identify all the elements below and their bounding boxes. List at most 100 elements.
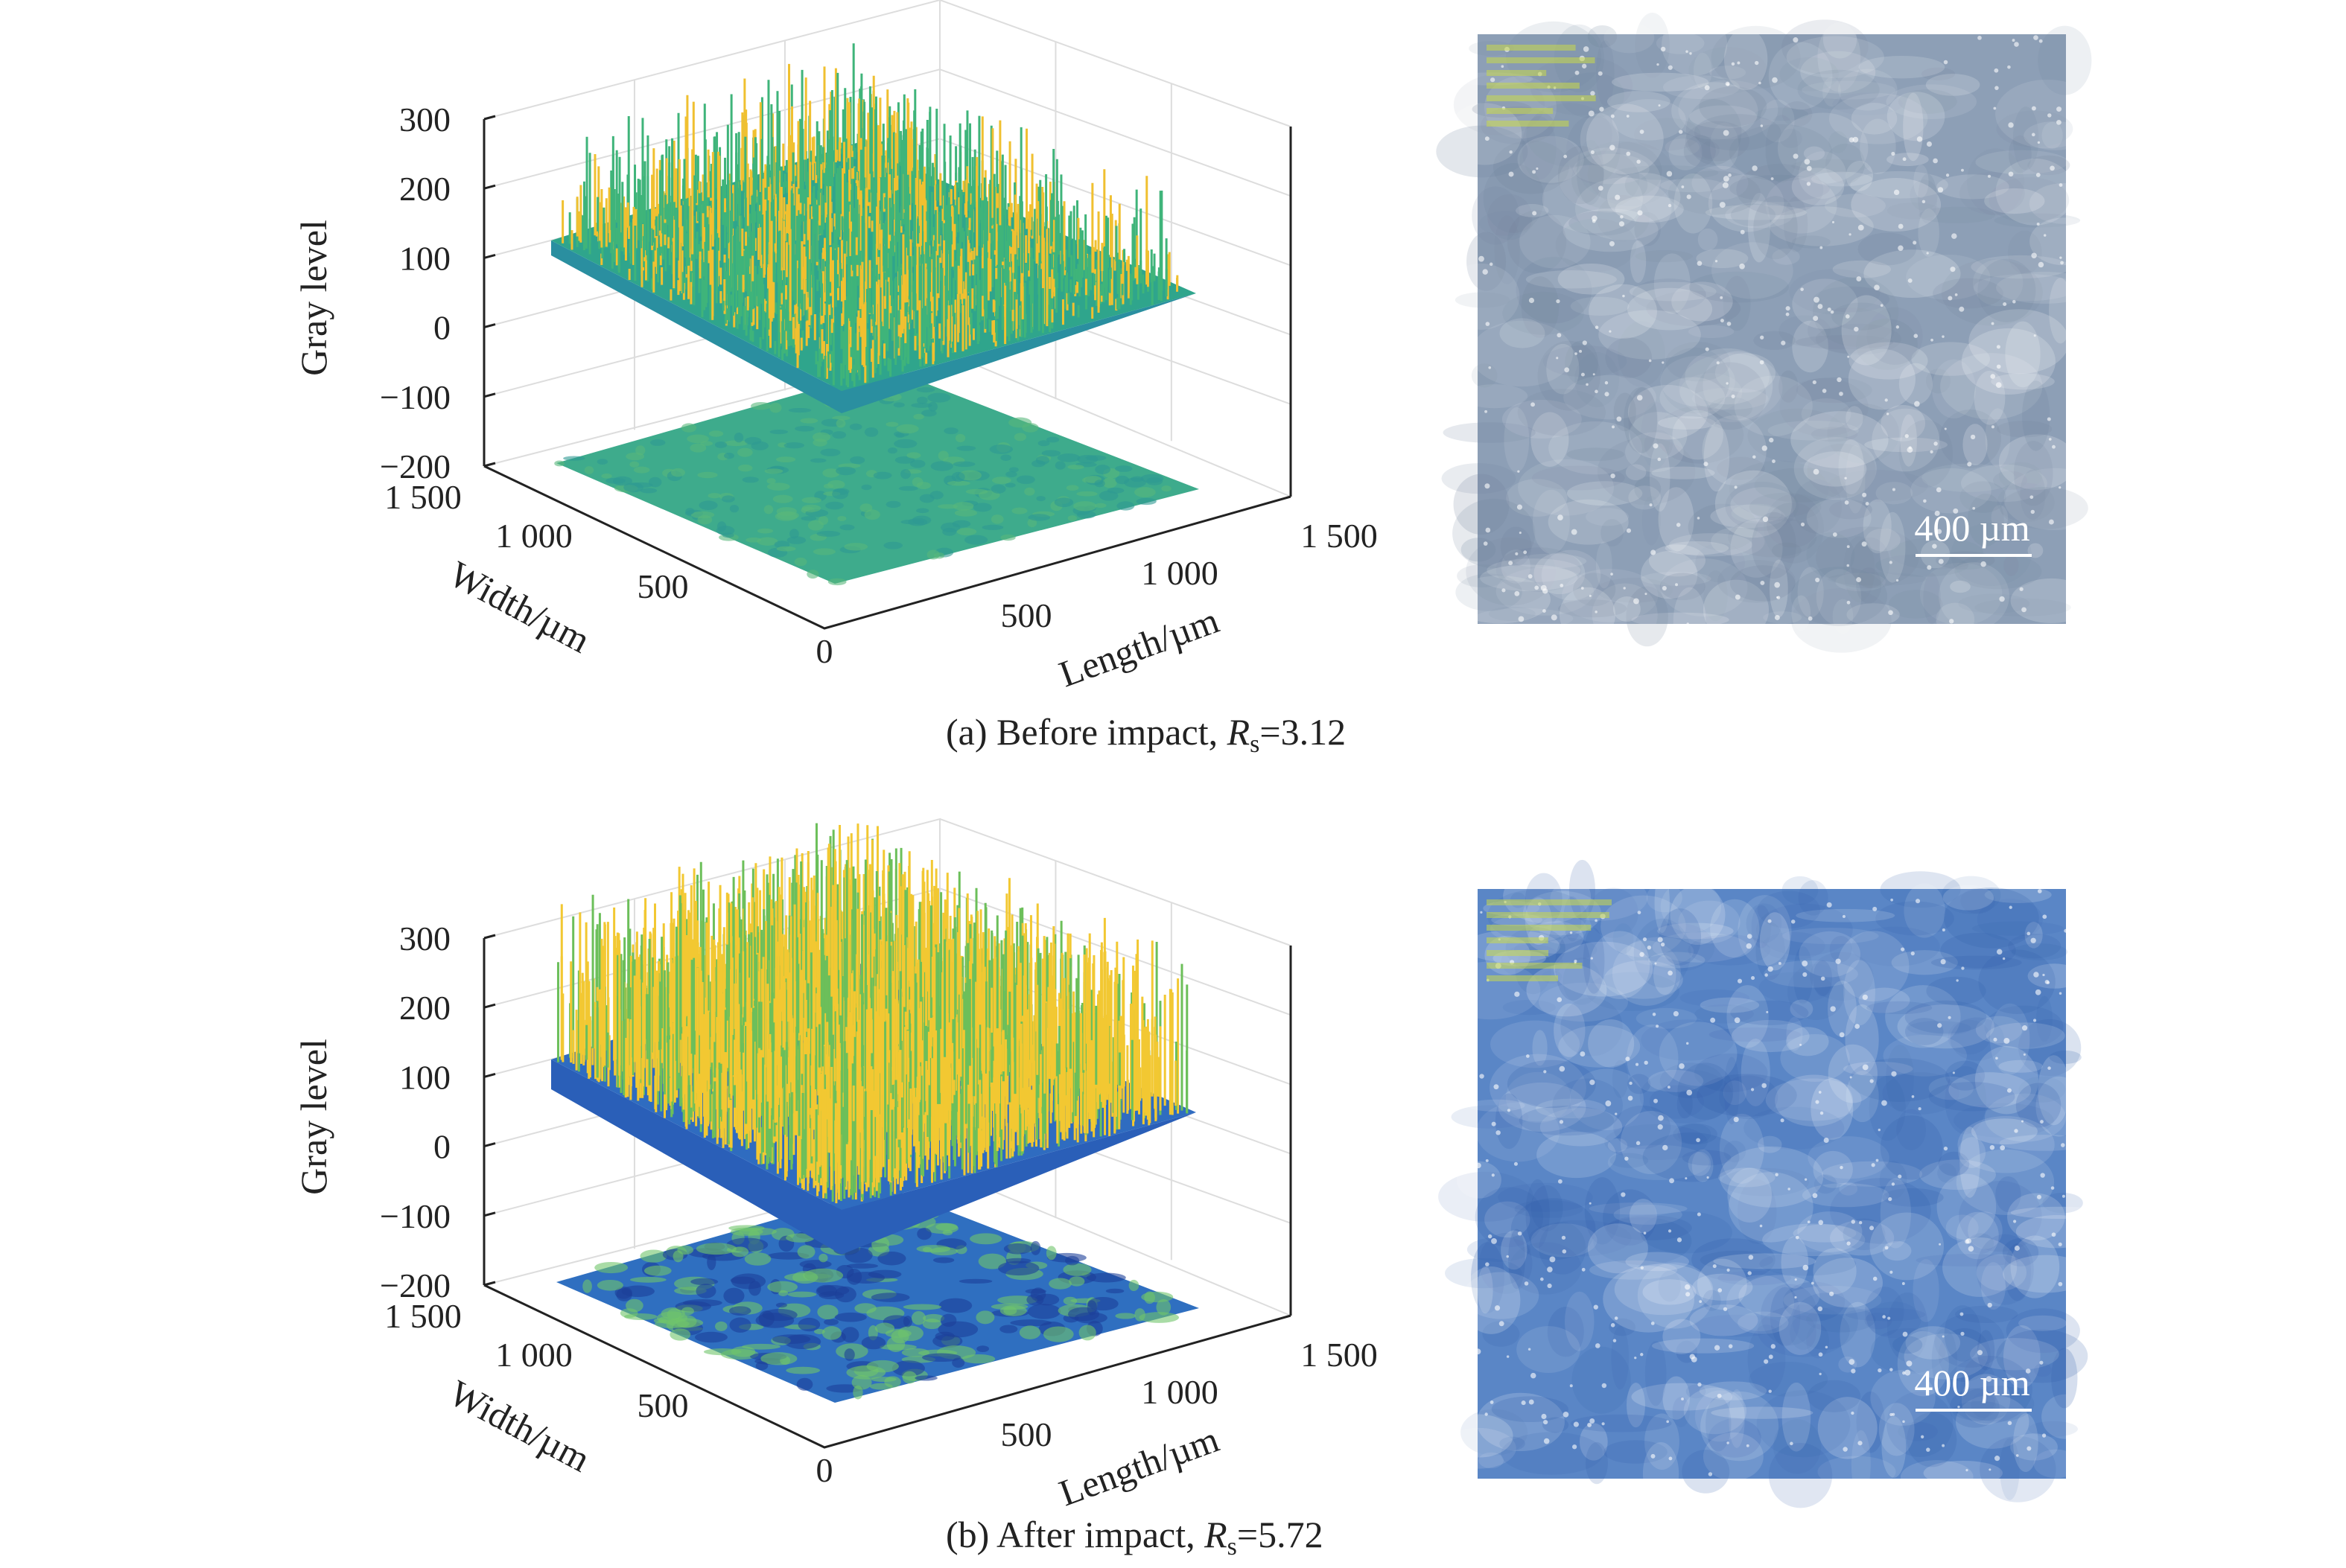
floor-patch [667, 1308, 681, 1321]
micrograph-texture [1790, 411, 1889, 469]
floor-patch [1076, 491, 1098, 497]
width-tick-label: 1 000 [495, 1336, 573, 1374]
micrograph-speck [1991, 322, 1994, 325]
floor-patch [685, 508, 695, 515]
micrograph-texture [1697, 228, 1718, 251]
micrograph-texture [1800, 51, 1876, 94]
gridline [483, 68, 941, 190]
micrograph-texture [1625, 464, 1647, 481]
micrograph-speck [1769, 437, 1774, 443]
micrograph-texture [1832, 599, 1854, 634]
micrograph-speck [1675, 583, 1679, 587]
micrograph-texture [1755, 107, 1809, 121]
floor-patch [739, 1227, 777, 1236]
micrograph-speck [1580, 587, 1584, 590]
micrograph-texture [1765, 176, 1837, 234]
micrograph-speck [1735, 594, 1741, 600]
floor-patch [775, 1302, 787, 1308]
micrograph-speck [1961, 168, 1964, 172]
floor-patch [982, 524, 1004, 530]
micrograph-texture [1487, 194, 1533, 240]
floor-patch [724, 440, 748, 447]
micrograph-texture [1631, 612, 1729, 628]
micrograph-texture [1765, 115, 1798, 183]
micrograph-texture [1630, 240, 1647, 283]
micrograph-texture [1792, 320, 1828, 373]
micrograph-speck [1532, 170, 1536, 174]
micrograph [1478, 34, 2066, 624]
micrograph-speck [1907, 278, 1913, 283]
micrograph-speck [1951, 233, 1957, 239]
micrograph-texture [1771, 542, 1802, 559]
micrograph-speck [1719, 202, 1726, 208]
floor-patch [1057, 453, 1081, 462]
micrograph-texture [1644, 430, 1673, 460]
floor-patch [797, 1245, 816, 1259]
micrograph-texture [1660, 355, 1735, 407]
micrograph-speck [1723, 176, 1729, 182]
micrograph-texture [1827, 403, 1900, 464]
micrograph-speck [1934, 510, 1940, 517]
micrograph-texture [1566, 115, 1621, 184]
micrograph-texture [1532, 489, 1570, 555]
micrograph-texture [1501, 400, 1582, 439]
micrograph-texture [1995, 79, 2099, 149]
floor-patch [1107, 487, 1125, 494]
floor-patch [813, 548, 836, 555]
micrograph-texture [1453, 474, 1510, 535]
micrograph-speck [1616, 416, 1622, 422]
micrograph-texture [1855, 318, 1918, 370]
micrograph-texture [1661, 347, 1730, 414]
floor-patch [964, 535, 988, 545]
micrograph-texture [1768, 42, 1833, 110]
micrograph-speck [1582, 340, 1587, 345]
z-tick [483, 1072, 496, 1078]
micrograph-speck [1542, 609, 1546, 613]
floor-axes [483, 1284, 1291, 1449]
floor-patch [991, 514, 1004, 524]
micrograph-speck [1942, 335, 1945, 338]
floor-patch [714, 1321, 728, 1331]
floor-axes [483, 465, 1291, 630]
micrograph-texture [1530, 412, 1569, 467]
micrograph-texture [1817, 22, 1861, 92]
micrograph-speck [1490, 77, 1495, 83]
micrograph-texture [1816, 526, 1919, 589]
back-floor-edge [939, 1168, 1291, 1316]
micrograph-texture [1627, 384, 1708, 440]
floor-patch [1115, 1313, 1136, 1319]
micrograph-speck [1556, 357, 1559, 360]
micrograph-overlay-text [1487, 95, 1596, 101]
micrograph-texture [1991, 373, 2055, 390]
micrograph-texture [1587, 141, 1674, 206]
micrograph-texture [1808, 307, 1895, 354]
micrograph-texture [1641, 495, 1661, 546]
micrograph-texture [1586, 508, 1630, 526]
micrograph-texture [2027, 155, 2070, 176]
micrograph-texture [1646, 290, 1741, 327]
micrograph-texture [1703, 351, 1773, 421]
micrograph-texture [1888, 590, 1943, 619]
floor-patch [913, 413, 924, 420]
micrograph-texture [1580, 113, 1619, 165]
floor-patch [699, 500, 718, 510]
micrograph-texture [1910, 179, 1939, 211]
micrograph-texture [1772, 248, 1800, 265]
micrograph-texture [1603, 22, 1655, 54]
micrograph-texture [1683, 135, 1716, 168]
micrograph-texture [1846, 444, 1866, 514]
micrograph-speck [1714, 260, 1718, 263]
micrograph-speck [1598, 71, 1603, 76]
floor-patch [886, 500, 901, 509]
micrograph-texture [1501, 549, 1531, 584]
micrograph-speck [1626, 528, 1632, 533]
floor-patch [891, 1330, 909, 1344]
micrograph-speck [1972, 506, 1976, 510]
micrograph-speck [1980, 561, 1986, 567]
micrograph-texture [1673, 587, 1706, 655]
micrograph-texture [1926, 369, 1951, 394]
floor-patch [1026, 1294, 1044, 1306]
floor-patch [1031, 460, 1046, 468]
floor-patch [742, 477, 759, 483]
micrograph-speck [1994, 86, 1999, 90]
